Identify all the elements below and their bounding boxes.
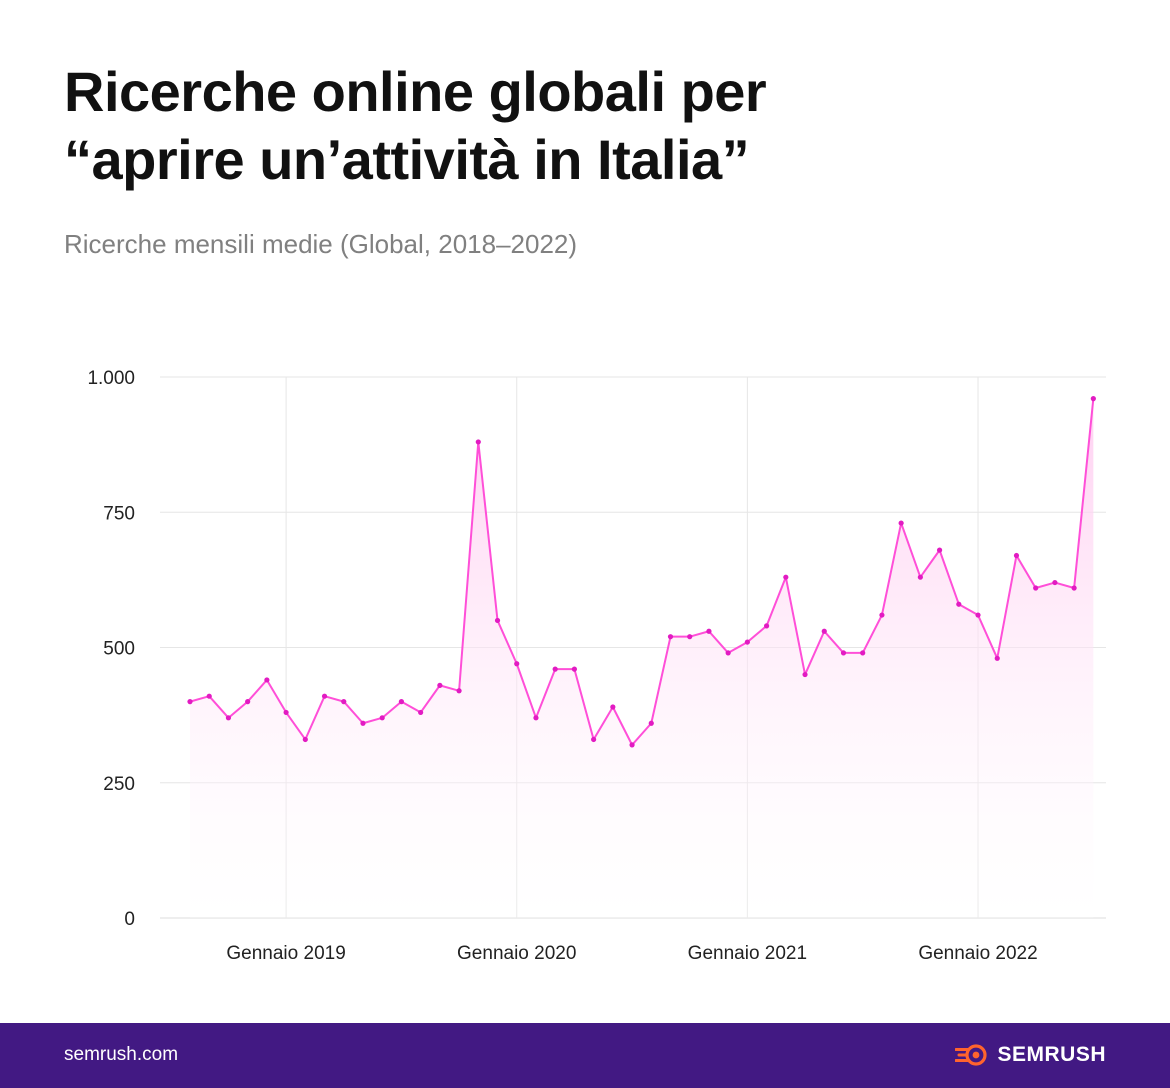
data-point (802, 671, 808, 678)
data-point (264, 677, 270, 683)
data-points (187, 396, 1096, 748)
x-axis-ticks: Gennaio 2019 Gennaio 2020 Gennaio 2021 Genn… (226, 943, 1037, 964)
data-point (533, 715, 539, 721)
data-point (418, 709, 424, 716)
data-point (1013, 552, 1020, 559)
y-axis-ticks: 0 250 500 750 1.000 (87, 368, 135, 930)
area-fill-shape (190, 398, 1094, 918)
area-fill (190, 398, 1094, 918)
footer-bar: semrush.com SEMRUSH (0, 1023, 1170, 1088)
data-point (821, 628, 827, 634)
data-point (783, 574, 789, 580)
data-point (975, 612, 981, 618)
data-point (437, 682, 443, 688)
data-point (956, 601, 962, 607)
data-point (994, 655, 1000, 661)
data-point (187, 699, 193, 705)
data-point (629, 742, 635, 748)
y-tick-label: 750 (103, 503, 135, 524)
x-tick-label: Gennaio 2019 (226, 943, 345, 964)
data-point (879, 612, 885, 618)
data-point (744, 639, 750, 645)
x-tick-label: Gennaio 2021 (688, 943, 807, 964)
semrush-flame-icon (955, 1044, 988, 1066)
y-tick-label: 500 (103, 639, 135, 660)
data-point (936, 547, 943, 553)
data-point (1052, 579, 1058, 586)
chart-title-line-2: “aprire un’attività in Italia” (64, 128, 750, 191)
data-point (1033, 585, 1039, 591)
data-point (591, 736, 597, 743)
data-point (321, 693, 328, 699)
data-point (917, 574, 923, 580)
data-point (398, 699, 405, 705)
y-tick-label: 0 (124, 909, 135, 930)
data-point (475, 439, 481, 445)
data-point (456, 688, 462, 694)
data-point (667, 634, 674, 640)
data-point (360, 720, 366, 726)
data-point (283, 709, 289, 716)
data-point (245, 699, 251, 705)
chart-title: Ricerche online globali per “aprire un’a… (64, 58, 1104, 194)
data-point (725, 650, 731, 656)
x-tick-label: Gennaio 2022 (918, 943, 1037, 964)
data-point (514, 661, 520, 667)
series-polyline (189, 397, 1095, 746)
data-point (341, 699, 347, 705)
data-point (860, 650, 866, 656)
data-point (687, 634, 693, 640)
data-point (206, 693, 212, 699)
y-tick-label: 250 (103, 774, 135, 795)
data-point (1090, 396, 1096, 402)
data-point (610, 704, 616, 710)
y-tick-label: 1.000 (87, 368, 135, 389)
data-point (571, 666, 578, 672)
series-line (189, 397, 1095, 746)
search-volume-chart: 0 250 500 750 1.000 Gennaio 2019 Gennaio 2020… (87, 368, 1106, 964)
data-point (1071, 585, 1077, 591)
data-point (706, 628, 712, 634)
data-point (552, 666, 558, 672)
data-point (648, 720, 654, 726)
data-point (379, 715, 385, 721)
data-point (225, 715, 232, 721)
footer-site-link[interactable]: semrush.com (64, 1044, 179, 1065)
brand-name: SEMRUSH (997, 1043, 1106, 1066)
data-point (764, 623, 770, 629)
data-point (494, 617, 501, 624)
chart-subtitle: Ricerche mensili medie (Global, 2018–202… (64, 229, 578, 259)
data-point (302, 736, 308, 743)
brand-logo: SEMRUSH (955, 1041, 1106, 1069)
data-point (898, 520, 904, 526)
x-tick-label: Gennaio 2020 (457, 943, 576, 964)
data-point (840, 650, 847, 656)
chart-title-line-1: Ricerche online globali per (64, 60, 767, 123)
